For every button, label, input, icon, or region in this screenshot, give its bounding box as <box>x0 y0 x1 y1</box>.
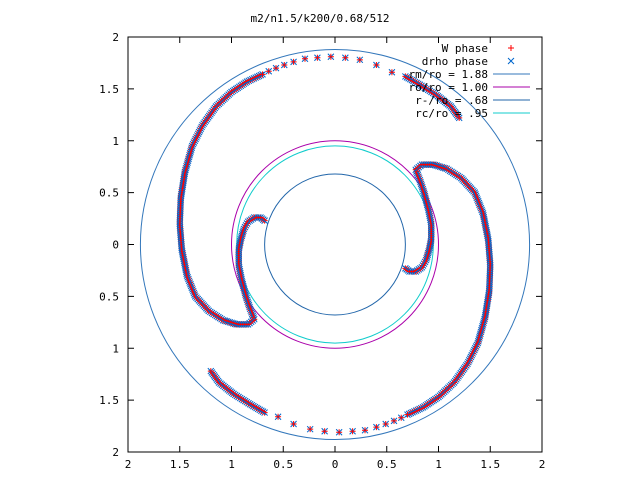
w-phase-point <box>327 53 334 60</box>
axis-ticks: 2 1.5 1 0.5 0 0.5 1 1.5 221.510.500.511.52 <box>99 31 545 471</box>
legend-label: ro/ro = 1.00 <box>409 81 488 94</box>
circle-ro <box>231 140 439 349</box>
y-tick-label: 1 <box>112 135 119 148</box>
w-phase-point <box>259 71 266 78</box>
w-phase-point <box>456 114 463 121</box>
x-tick-label: 0.5 <box>377 458 397 471</box>
legend-label: r-/ro = .68 <box>415 94 488 107</box>
legend-label: drho phase <box>422 55 488 68</box>
x-tick-label: 1 <box>228 458 235 471</box>
x-tick-label: 1.5 <box>170 458 190 471</box>
legend-marker <box>508 45 514 51</box>
w-phase-point <box>273 65 280 72</box>
w-phase-point <box>336 429 343 436</box>
y-tick-label: 0.5 <box>99 187 119 200</box>
legend-marker <box>507 57 515 65</box>
y-tick-label: 2 <box>112 31 119 44</box>
legend-label: W phase <box>442 42 488 55</box>
y-tick-label: 2 <box>112 446 119 459</box>
w-phase-point <box>290 58 297 65</box>
x-tick-label: 0 <box>332 458 339 471</box>
w-phase-point <box>398 414 405 421</box>
w-phase-point <box>301 55 308 62</box>
w-phase-point <box>356 56 363 63</box>
y-tick-label: 1.5 <box>99 394 119 407</box>
w-phase-point <box>207 368 214 375</box>
circle-r- <box>264 173 406 316</box>
w-phase-point <box>349 428 356 435</box>
reference-circles <box>139 48 531 441</box>
x-tick-label: 2 <box>125 458 132 471</box>
w-phase-point <box>275 413 282 420</box>
x-tick-label: 1 <box>435 458 442 471</box>
x-tick-label: 0.5 <box>273 458 293 471</box>
legend-label: rc/ro = .95 <box>415 107 488 120</box>
y-tick-label: 0 <box>112 239 119 252</box>
w-phase-point <box>390 417 397 424</box>
w-phase-point <box>265 68 272 75</box>
y-tick-label: 0.5 <box>99 290 119 303</box>
x-tick-label: 1.5 <box>480 458 500 471</box>
legend-label: rm/ro = 1.88 <box>409 68 488 81</box>
w-phase-point <box>373 424 380 431</box>
w-phase-point <box>404 411 411 418</box>
circle-rc <box>236 145 434 344</box>
chart-title: m2/n1.5/k200/0.68/512 <box>250 12 389 25</box>
w-phase-point <box>342 54 349 61</box>
w-phase-point <box>314 54 321 61</box>
w-phase-point <box>307 426 314 433</box>
circle-rm <box>139 48 531 441</box>
x-tick-label: 2 <box>539 458 546 471</box>
w-phase-point <box>388 69 395 76</box>
y-tick-label: 1.5 <box>99 83 119 96</box>
w-phase-point <box>321 428 328 435</box>
w-phase-point <box>290 420 297 427</box>
w-phase-point <box>362 427 369 434</box>
w-phase-point <box>382 420 389 427</box>
phase-points <box>176 45 515 436</box>
w-phase-point <box>281 62 288 69</box>
y-tick-label: 1 <box>112 342 119 355</box>
w-phase-point <box>373 62 380 69</box>
